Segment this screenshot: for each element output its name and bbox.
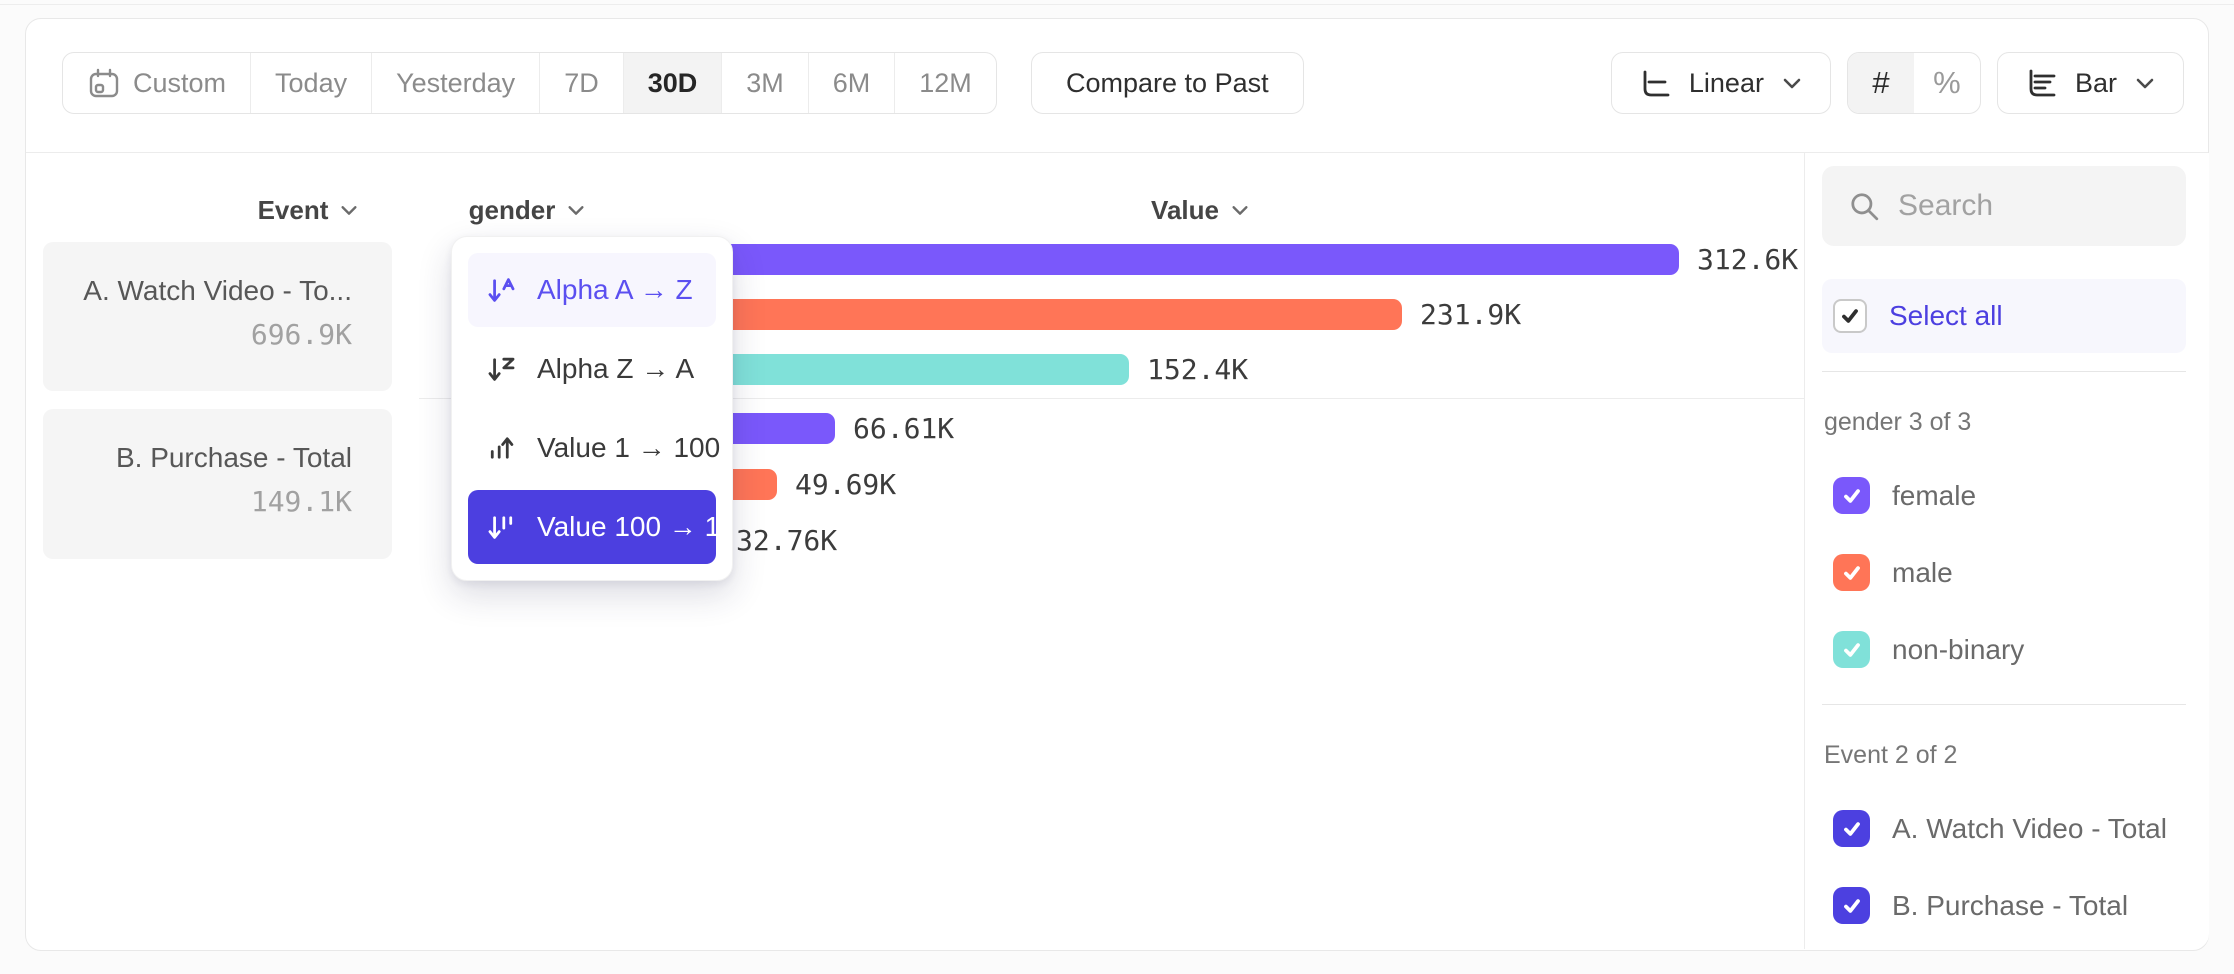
bar-value-label: 312.6K <box>1697 243 1799 276</box>
bar-female-watch-video[interactable] <box>606 244 1679 275</box>
search-box <box>1822 166 2186 246</box>
group-divider <box>419 398 1804 399</box>
date-range-label: Custom <box>133 67 227 98</box>
non-binary-checkbox[interactable] <box>1833 631 1870 668</box>
scale-selector-label: Linear <box>1688 67 1764 98</box>
filter-row-non-binary[interactable]: non-binary <box>1822 631 2186 668</box>
sidebar-divider <box>1822 371 2186 372</box>
filter-label: A. Watch Video - Total <box>1892 812 2167 844</box>
absolute-number-toggle[interactable]: # <box>1847 53 1914 113</box>
chart-bar-row: 312.6K <box>606 243 1799 276</box>
bar-value-label: 231.9K <box>1420 298 1522 331</box>
date-range-yesterday[interactable]: Yesterday <box>372 53 541 113</box>
column-header-event[interactable]: Event <box>226 193 392 227</box>
search-input[interactable] <box>1898 189 2176 223</box>
filter-row-watch-video[interactable]: A. Watch Video - Total <box>1822 810 2186 847</box>
date-range-7d[interactable]: 7D <box>540 53 624 113</box>
toolbar: Custom Today Yesterday 7D 30D 3M 6M 12M … <box>26 19 2208 153</box>
section-title-gender: gender 3 of 3 <box>1824 408 1972 436</box>
sort-option-value-desc[interactable]: Value 100 → 1 <box>468 490 720 564</box>
percent-toggle[interactable]: % <box>1933 65 1961 100</box>
filter-row-purchase[interactable]: B. Purchase - Total <box>1822 887 2186 924</box>
sort-option-value-asc[interactable]: Value 1 → 100 <box>468 411 720 485</box>
chevron-down-icon <box>565 200 587 220</box>
chevron-down-icon <box>338 200 360 220</box>
sort-alpha-asc-icon <box>486 275 517 305</box>
chart-type-button[interactable]: Bar <box>1996 52 2184 114</box>
select-all-label: Select all <box>1889 300 2003 331</box>
column-header-gender[interactable]: gender <box>446 193 610 227</box>
scale-selector-button[interactable]: Linear <box>1610 52 1831 114</box>
column-header-value[interactable]: Value <box>1116 193 1286 227</box>
chart-bar-row: 231.9K <box>606 298 1522 331</box>
sort-value-asc-icon <box>486 433 517 463</box>
linear-scale-icon <box>1638 67 1673 100</box>
event-name: A. Watch Video - To... <box>83 275 352 306</box>
search-icon <box>1848 190 1880 222</box>
date-range-3m[interactable]: 3M <box>722 53 809 113</box>
report-card: Custom Today Yesterday 7D 30D 3M 6M 12M … <box>25 18 2209 951</box>
section-title-event: Event 2 of 2 <box>1824 741 1958 769</box>
bar-value-label: 152.4K <box>1147 353 1249 386</box>
chevron-down-icon <box>2133 72 2157 94</box>
legend-filter-sidebar: Select all gender 3 of 3 female male non… <box>1804 153 2209 949</box>
event-name: B. Purchase - Total <box>115 442 352 473</box>
purchase-checkbox[interactable] <box>1833 887 1870 924</box>
bar-value-label: 49.69K <box>795 468 897 501</box>
event-total-value: 696.9K <box>250 318 352 351</box>
event-summary-card-a[interactable]: A. Watch Video - To... 696.9K <box>43 242 392 391</box>
watch-video-checkbox[interactable] <box>1833 810 1870 847</box>
date-range-30d[interactable]: 30D <box>623 53 723 113</box>
date-range-today[interactable]: Today <box>251 53 373 113</box>
event-summary-card-b[interactable]: B. Purchase - Total 149.1K <box>43 409 392 559</box>
bar-chart-icon <box>2024 67 2059 100</box>
bar-male-watch-video[interactable] <box>606 299 1402 330</box>
value-format-toggle: # % <box>1846 52 1981 114</box>
date-range-custom[interactable]: Custom <box>63 53 252 113</box>
date-range-segment: Custom Today Yesterday 7D 30D 3M 6M 12M <box>62 52 997 114</box>
chart-type-label: Bar <box>2074 67 2117 98</box>
sort-option-alpha-a-z[interactable]: Alpha A → Z <box>468 253 716 327</box>
filter-row-male[interactable]: male <box>1822 554 2186 591</box>
select-all-row[interactable]: Select all <box>1822 279 2186 353</box>
male-checkbox[interactable] <box>1833 554 1870 591</box>
filter-label: male <box>1892 556 1953 588</box>
filter-label: non-binary <box>1892 633 2025 665</box>
bar-value-label: 66.61K <box>853 412 955 445</box>
calendar-icon <box>87 67 121 100</box>
chart-controls: Linear # % Bar <box>1610 52 2184 114</box>
sort-alpha-desc-icon <box>486 354 517 384</box>
sidebar-divider <box>1822 704 2186 705</box>
event-total-value: 149.1K <box>250 485 352 518</box>
chevron-down-icon <box>1229 200 1251 220</box>
bar-value-label: 32.76K <box>736 524 838 557</box>
filter-label: B. Purchase - Total <box>1892 889 2129 921</box>
sort-value-desc-icon <box>486 512 517 542</box>
filter-row-female[interactable]: female <box>1822 477 2186 514</box>
date-range-12m[interactable]: 12M <box>919 67 972 98</box>
sort-option-alpha-z-a[interactable]: Alpha Z → A <box>468 332 716 406</box>
select-all-checkbox[interactable] <box>1833 299 1867 333</box>
female-checkbox[interactable] <box>1833 477 1870 514</box>
compare-to-past-button[interactable]: Compare to Past <box>1031 52 1304 114</box>
date-range-6m[interactable]: 6M <box>809 53 896 113</box>
filter-label: female <box>1892 479 1977 511</box>
chevron-down-icon <box>1780 72 1804 94</box>
sort-dropdown-menu: Alpha A → Z Alpha Z → A Value 1 → 100 Va… <box>451 236 733 581</box>
